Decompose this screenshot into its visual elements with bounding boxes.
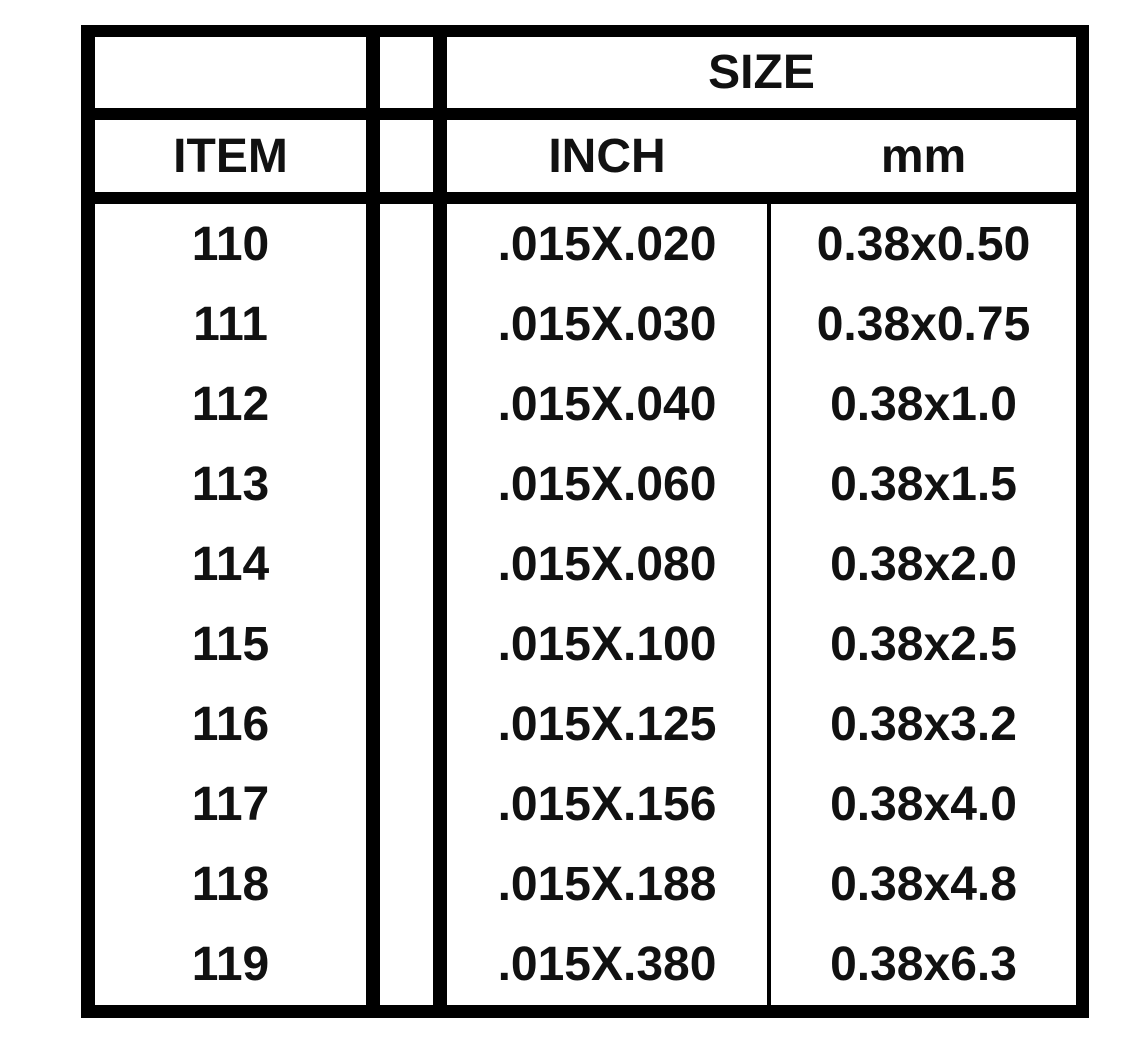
cell-inch: .015X.380	[497, 938, 717, 992]
cell-inch: .015X.188	[497, 858, 717, 912]
cell-item: 112	[191, 377, 270, 431]
cell-mm: 0.38x3.2	[830, 698, 1017, 752]
cell-mm: 0.38x6.3	[830, 938, 1017, 992]
cell-item: 115	[191, 618, 270, 671]
cell-item: 110	[191, 217, 270, 271]
cell-inch: .015X.080	[497, 537, 717, 591]
cell-inch: .015X.060	[497, 457, 717, 511]
table-border-left	[81, 25, 95, 1018]
column-divider	[366, 25, 380, 1018]
row-divider	[81, 108, 1089, 120]
cell-inch: .015X.020	[497, 217, 717, 271]
cell-mm: 0.38x2.5	[830, 618, 1017, 671]
cell-mm: 0.38x4.8	[830, 858, 1017, 912]
header-item: ITEM	[173, 129, 288, 183]
cell-item: 117	[191, 778, 270, 832]
cell-item: 113	[191, 457, 270, 511]
cell-inch: .015X.030	[497, 297, 717, 351]
cell-item: 119	[191, 938, 270, 992]
cell-item: 116	[191, 698, 270, 752]
column-divider-thin	[767, 204, 771, 1005]
table-border-right	[1076, 25, 1089, 1018]
cell-mm: 0.38x0.50	[816, 217, 1031, 271]
column-divider	[433, 25, 447, 1018]
row-divider	[81, 192, 1089, 204]
cell-inch: .015X.125	[497, 698, 717, 752]
header-inch: INCH	[548, 129, 666, 183]
table-border-top	[81, 25, 1089, 37]
cell-mm: 0.38x0.75	[816, 297, 1031, 351]
header-size: SIZE	[708, 46, 815, 99]
cell-inch: .015X.156	[497, 778, 717, 832]
cell-item: 114	[191, 537, 270, 591]
cell-mm: 0.38x1.0	[830, 377, 1017, 431]
header-mm: mm	[880, 129, 967, 183]
cell-mm: 0.38x2.0	[830, 537, 1017, 591]
cell-mm: 0.38x1.5	[830, 457, 1017, 511]
table-border-bottom	[81, 1005, 1089, 1018]
cell-item: 118	[191, 858, 270, 912]
cell-item: 111	[193, 297, 268, 351]
cell-inch: .015X.100	[497, 618, 717, 671]
cell-mm: 0.38x4.0	[830, 778, 1017, 832]
cell-inch: .015X.040	[497, 377, 717, 431]
